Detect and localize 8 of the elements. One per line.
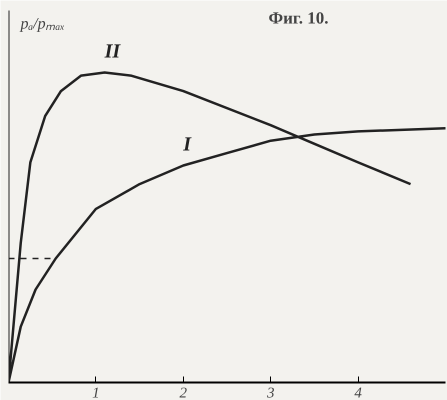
x-tick-label: 1 — [92, 386, 100, 400]
series-label: I — [182, 134, 192, 156]
series-label: II — [104, 40, 122, 62]
x-tick-label: 2 — [180, 386, 188, 400]
x-tick-label: 3 — [266, 386, 274, 400]
y-axis-title: pₐ/pₘₐₓ — [20, 16, 65, 32]
x-tick-label: 4 — [354, 386, 362, 400]
chart-title: Фиг. 10. — [268, 8, 328, 28]
